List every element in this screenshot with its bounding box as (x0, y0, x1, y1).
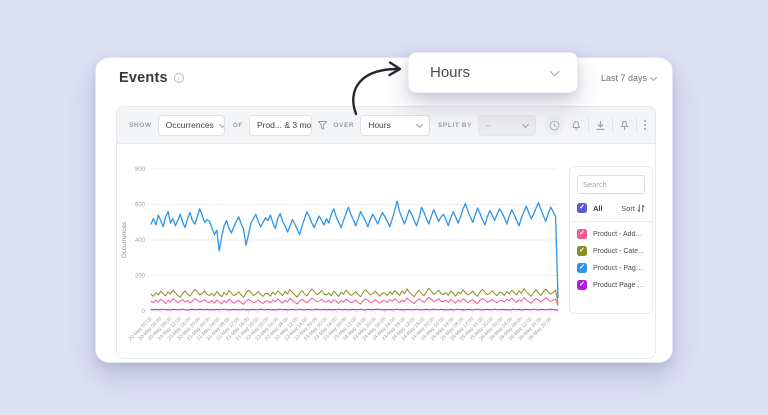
kebab-menu-icon[interactable] (643, 119, 647, 131)
hours-granularity-dropdown[interactable]: Hours (408, 52, 578, 93)
legend-item[interactable]: Product - Page... (577, 263, 645, 273)
all-label: All (593, 203, 603, 213)
legend-item-label: Product - Page... (593, 264, 645, 272)
checkbox-all-checked[interactable] (577, 203, 587, 213)
info-icon[interactable]: i (173, 73, 184, 83)
show-value: Occurrences (165, 120, 214, 130)
alert-bell-icon[interactable] (570, 119, 582, 131)
chart-area: 0 200 400 600 800 Occurrences 20-May 00:00 20-M… (117, 144, 655, 358)
history-clock-icon[interactable] (544, 115, 565, 135)
split-by-label: SPLIT BY (438, 121, 473, 129)
toolbar-divider (588, 117, 590, 133)
search-input[interactable] (577, 175, 645, 194)
chevron-down-icon (549, 66, 560, 77)
over-label: OVER (333, 121, 355, 129)
events-report-window: Events i Last 7 days SHOW Occurrences OF… (95, 57, 673, 363)
svg-text:600: 600 (135, 203, 146, 209)
query-panel: SHOW Occurrences OF Prod... & 3 mor OVER… (116, 106, 656, 359)
report-header: Events i (119, 70, 184, 86)
legend-item[interactable]: Product Page -... (577, 280, 645, 290)
legend-all-row: All Sort (577, 203, 645, 213)
events-value: Prod... & 3 mor (256, 120, 313, 130)
svg-text:400: 400 (135, 238, 146, 244)
toolbar-divider (636, 117, 638, 133)
chevron-down-icon (649, 73, 658, 81)
sort-label: Sort (621, 203, 635, 213)
download-icon[interactable] (595, 120, 606, 131)
show-dropdown[interactable]: Occurrences (157, 114, 225, 136)
over-value: Hours (368, 120, 391, 130)
chevron-down-icon (415, 120, 424, 128)
date-range-dropdown[interactable]: Last 7 days (600, 73, 658, 83)
legend-item[interactable]: Product - Cate... (577, 246, 645, 256)
over-dropdown[interactable]: Hours (360, 114, 430, 136)
query-toolbar: SHOW Occurrences OF Prod... & 3 mor OVER… (117, 107, 655, 144)
hours-dropdown-value: Hours (430, 64, 471, 81)
chevron-down-icon (521, 120, 530, 128)
svg-text:0: 0 (142, 309, 146, 315)
checkbox-checked[interactable] (577, 246, 587, 256)
legend-item-label: Product - Adde... (593, 230, 645, 238)
legend-item-label: Product Page -... (593, 281, 645, 289)
chevron-down-icon (218, 120, 224, 128)
legend-item[interactable]: Product - Adde... (577, 229, 645, 239)
pin-icon[interactable] (619, 120, 630, 131)
sort-arrows-icon (637, 204, 645, 212)
of-label: OF (232, 121, 243, 129)
show-label: SHOW (129, 121, 152, 129)
page-title: Events (119, 70, 168, 86)
toolbar-divider (612, 117, 614, 133)
events-dropdown[interactable]: Prod... & 3 mor (248, 114, 313, 136)
svg-text:800: 800 (135, 167, 146, 173)
split-by-value: – (486, 120, 491, 130)
svg-text:200: 200 (135, 274, 146, 280)
checkbox-checked[interactable] (577, 229, 587, 239)
split-by-dropdown: – (478, 114, 537, 136)
legend-divider (570, 221, 652, 222)
date-range-label: Last 7 days (600, 73, 647, 83)
sort-control[interactable]: Sort (621, 204, 645, 213)
filter-icon[interactable] (318, 120, 328, 130)
series-legend-panel: All Sort Product - Adde... Product - Cat… (569, 166, 653, 314)
checkbox-checked[interactable] (577, 263, 587, 273)
legend-item-label: Product - Cate... (593, 247, 644, 255)
checkbox-checked[interactable] (577, 280, 587, 290)
svg-text:Occurrences: Occurrences (121, 221, 128, 259)
